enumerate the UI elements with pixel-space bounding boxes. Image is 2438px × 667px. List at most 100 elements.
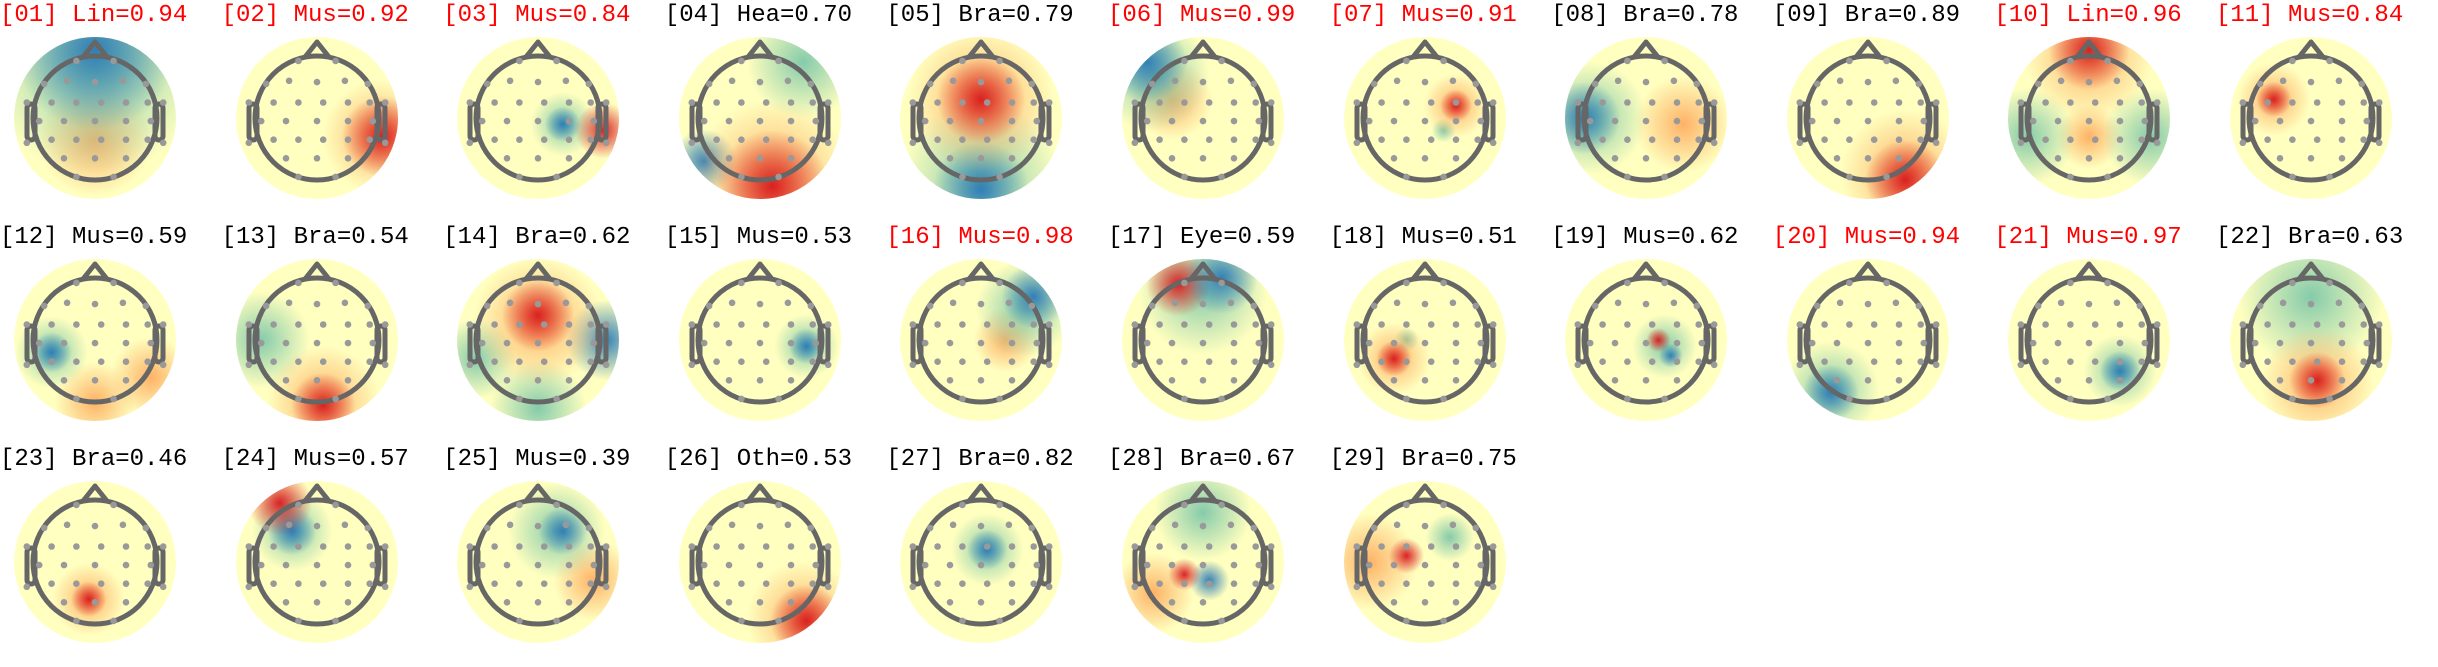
electrode-dot xyxy=(2141,339,2149,347)
electrode-dot xyxy=(1673,99,1681,106)
activation-blob xyxy=(1646,327,1671,353)
electrode-dot xyxy=(159,361,167,369)
electrode-dot xyxy=(1452,543,1459,550)
electrode-dot xyxy=(1353,99,1360,106)
electrode-dot xyxy=(2239,139,2247,147)
electrode-dot xyxy=(1252,99,1259,106)
electrode-dot xyxy=(947,117,954,125)
electrode-dot xyxy=(1883,395,1890,403)
electrode-dot xyxy=(1452,561,1459,569)
electrode-dot xyxy=(1477,339,1484,347)
electrode-dot xyxy=(728,299,736,307)
electrode-dot xyxy=(364,80,371,88)
electrode-dot xyxy=(713,580,720,587)
head-outline xyxy=(2240,39,2382,183)
electrode-dot xyxy=(282,599,289,606)
electrode-dot xyxy=(587,358,595,365)
electrode-dot xyxy=(1181,543,1188,550)
component-label: [20] Mus=0.94 xyxy=(1772,224,1961,251)
electrode-dot xyxy=(23,99,31,106)
electrode-dot xyxy=(2138,321,2146,328)
electrode-dot xyxy=(585,80,593,88)
electrode-dot xyxy=(2086,155,2093,162)
electrode-dot xyxy=(1171,299,1179,307)
component-label: [06] Mus=0.99 xyxy=(1108,2,1296,29)
electrode-dot xyxy=(1199,522,1207,530)
electrode-dot xyxy=(809,321,816,328)
electrode-dot xyxy=(2313,136,2321,143)
electrode-dot xyxy=(48,321,55,328)
component-label: [25] Mus=0.39 xyxy=(443,446,631,473)
electrode-dot xyxy=(1255,117,1263,125)
electrode-dot xyxy=(807,524,814,532)
electrode-dot xyxy=(1845,321,1853,328)
electrode-dot xyxy=(294,501,302,509)
electrode-dot xyxy=(144,136,151,143)
electrode-dot xyxy=(1489,583,1497,591)
electrode-dot xyxy=(48,543,55,550)
electrode-dot xyxy=(60,599,68,606)
electrode-dot xyxy=(331,173,339,181)
topomap-component: [17] Eye=0.59 xyxy=(1108,222,1330,444)
electrode-dot xyxy=(1439,279,1447,287)
electrode-dot xyxy=(565,580,573,587)
electrode-dot xyxy=(466,139,474,147)
electrode-dot xyxy=(1402,580,1410,587)
electrode-dot xyxy=(1230,339,1238,347)
electrode-dot xyxy=(1624,358,1631,365)
electrode-dot xyxy=(1642,155,1650,162)
electrode-dot xyxy=(2307,155,2315,162)
electrode-dot xyxy=(91,339,99,347)
topomap xyxy=(900,259,1063,421)
electrode-dot xyxy=(1009,377,1016,384)
electrode-dot xyxy=(2326,279,2333,287)
electrode-dot xyxy=(587,321,595,328)
electrode-dot xyxy=(48,358,55,365)
electrode-dot xyxy=(1230,580,1238,587)
electrode-dot xyxy=(466,321,474,328)
electrode-dot xyxy=(1599,136,1607,143)
electrode-dot xyxy=(1489,543,1497,550)
electrode-dot xyxy=(1131,139,1139,147)
electrode-dot xyxy=(756,117,764,125)
electrode-dot xyxy=(1402,57,1410,65)
electrode-dot xyxy=(1711,99,1718,106)
electrode-dot xyxy=(1390,377,1397,384)
activation-blob xyxy=(290,372,356,421)
electrode-dot xyxy=(775,501,782,509)
electrode-dot xyxy=(713,99,720,106)
electrode-dot xyxy=(1698,339,1706,347)
electrode-dot xyxy=(2264,321,2271,328)
electrode-dot xyxy=(713,543,720,550)
electrode-dot xyxy=(978,339,985,347)
electrode-dot xyxy=(1046,583,1053,591)
head-outline xyxy=(24,39,166,183)
electrode-dot xyxy=(1864,377,1872,384)
electrode-dot xyxy=(1917,99,1924,106)
electrode-dot xyxy=(950,299,957,307)
electrode-dot xyxy=(984,321,991,328)
head-outline xyxy=(1797,261,1939,405)
electrode-dot xyxy=(159,99,167,106)
topomap-component: [03] Mus=0.84 xyxy=(443,0,665,222)
electrode-dot xyxy=(2363,339,2371,347)
electrode-dot xyxy=(1695,99,1703,106)
electrode-dot xyxy=(1046,543,1053,550)
electrode-dot xyxy=(1693,80,1701,88)
electrode-dot xyxy=(1230,99,1238,106)
electrode-dot xyxy=(262,80,270,88)
electrode-dot xyxy=(565,377,573,384)
electrode-dot xyxy=(516,321,523,328)
electrode-dot xyxy=(1883,173,1890,181)
electrode-dot xyxy=(978,155,985,162)
electrode-dot xyxy=(809,358,816,365)
electrode-dot xyxy=(1402,321,1410,328)
electrode-dot xyxy=(2017,139,2025,147)
electrode-dot xyxy=(737,136,745,143)
topomap-component: [01] Lin=0.94 xyxy=(0,0,222,222)
electrode-dot xyxy=(1587,117,1594,125)
head-outline xyxy=(2018,39,2160,183)
electrode-dot xyxy=(756,377,764,384)
electrode-dot xyxy=(762,136,770,143)
electrode-dot xyxy=(553,501,561,509)
